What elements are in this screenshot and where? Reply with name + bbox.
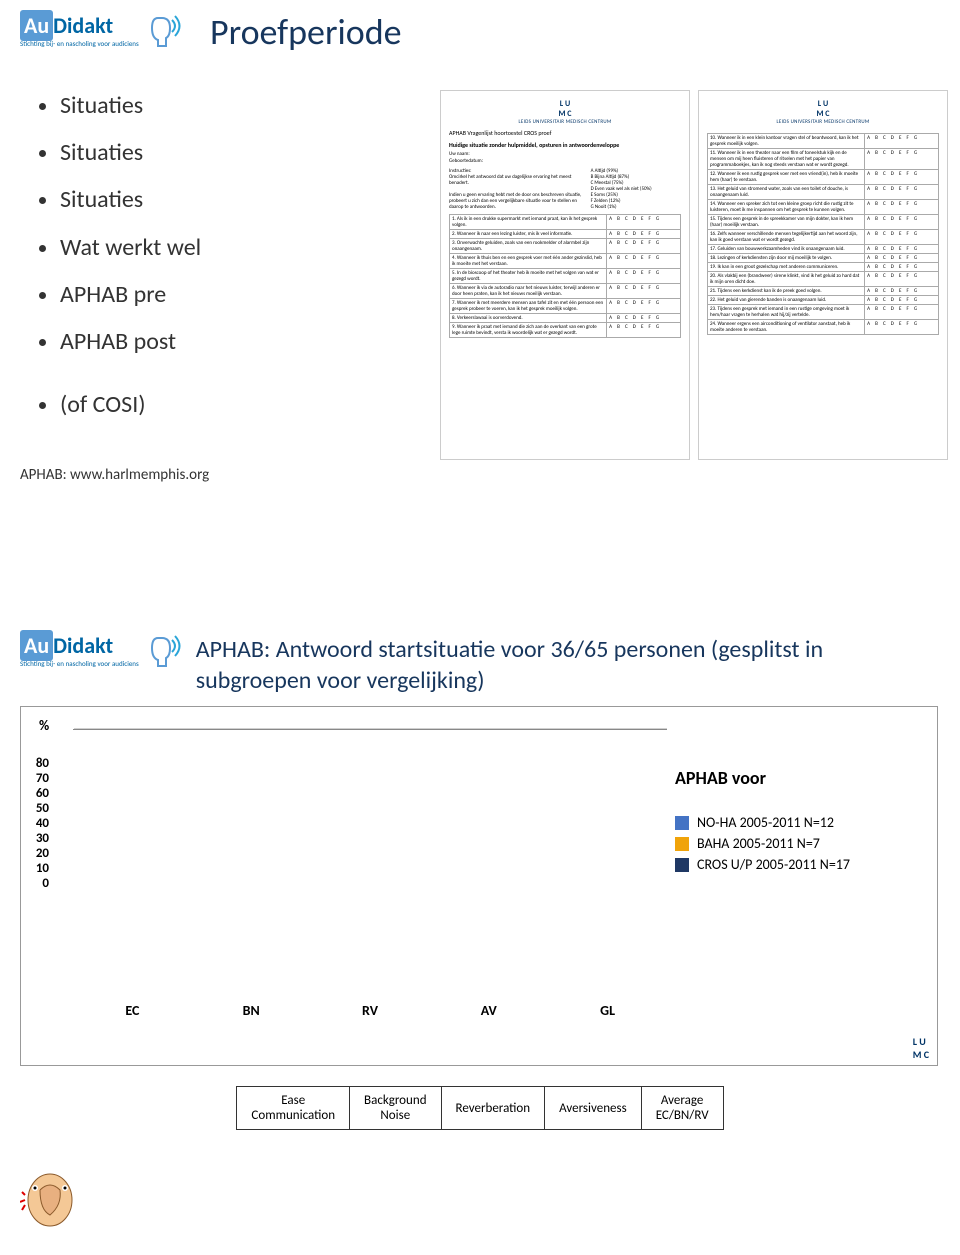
q-scale: A B C D E F G (607, 284, 681, 299)
x-axis-labels: ECBNRVAVGL (73, 1002, 667, 1019)
q-item: 9. Wanneer ik praat met iemand die zich … (450, 323, 607, 338)
q-item: 17. Geluiden van bouwwerkzaamheden vind … (708, 245, 865, 254)
q-scale: A B C D E F G (865, 134, 939, 149)
q-scale: A B C D E F G (865, 296, 939, 305)
q-scale: A B C D E F G (607, 269, 681, 284)
q-scale: A B C D E F G (607, 254, 681, 269)
logo-text: AuDidakt Stichting bij- en nascholing vo… (20, 632, 139, 668)
logo-text: AuDidakt Stichting bij- en nascholing vo… (20, 12, 139, 48)
q-item: 15. Tijdens een gesprek in de spreekkame… (708, 215, 865, 230)
def-cell: AverageEC/BN/RV (641, 1087, 723, 1130)
q-item: 3. Onverwachte geluiden, zoals van een r… (450, 239, 607, 254)
q-item: 10. Wanneer ik in een klein kantoor vrag… (708, 134, 865, 149)
q-item: 11. Wanneer ik in een theater naar een f… (708, 149, 865, 170)
q-item: 1. Als ik in een drukke supermarkt met i… (450, 215, 607, 230)
lumc-logo: L U M C (449, 99, 681, 119)
q-scale: A B C D E F G (865, 185, 939, 200)
q-scale: A B C D E F G (865, 287, 939, 296)
q-scale: A B C D E F G (865, 254, 939, 263)
def-cell: BackgroundNoise (350, 1087, 442, 1130)
gridline (74, 728, 667, 729)
q-item: 22. Het geluid van gierende banden is on… (708, 296, 865, 305)
q-scale: A B C D E F G (607, 323, 681, 338)
q-item: 8. Verkeerslawaai is oorverdovend. (450, 314, 607, 323)
q-scale: A B C D E F G (865, 245, 939, 254)
questionnaire-page-1: L U M C LEIDS UNIVERSITAIR MEDISCH CENTR… (440, 90, 690, 460)
legend-label: CROS U/P 2005-2011 N=17 (697, 856, 850, 873)
legend-item: CROS U/P 2005-2011 N=17 (675, 856, 925, 873)
legend-item: NO-HA 2005-2011 N=12 (675, 814, 925, 831)
chart-title: APHAB voor (675, 767, 925, 789)
def-cell: Aversiveness (545, 1087, 642, 1130)
legend-label: NO-HA 2005-2011 N=12 (697, 814, 834, 831)
def-cell: Reverberation (441, 1087, 545, 1130)
questionnaire-table-1: 1. Als ik in een drukke supermarkt met i… (449, 214, 681, 338)
q-item: 16. Zelfs wanneer verschillende mensen t… (708, 230, 865, 245)
y-axis-label: % (39, 717, 73, 734)
q-scale: A B C D E F G (607, 230, 681, 239)
slide-proefperiode: AuDidakt Stichting bij- en nascholing vo… (0, 0, 960, 600)
q-item: 20. Als vlakbij een (brandweer) sirene k… (708, 272, 865, 287)
chart-legend: APHAB voor NO-HA 2005-2011 N=12 BAHA 2005… (675, 767, 925, 877)
q-scale: A B C D E F G (865, 320, 939, 335)
legend-swatch (675, 816, 689, 830)
q-item: 2. Wanneer ik naar een lezing luister, m… (450, 230, 607, 239)
y-axis-ticks: 80706050403020100 (21, 734, 55, 925)
q-scale: A B C D E F G (865, 149, 939, 170)
q-scale: A B C D E F G (865, 230, 939, 245)
q-item: 18. Lezingen of kerkdiensten zijn door m… (708, 254, 865, 263)
slide-chart: AuDidakt Stichting bij- en nascholing vo… (0, 600, 960, 1150)
q-item: 19. Ik kan in een groot gezelschap met a… (708, 263, 865, 272)
q-scale: A B C D E F G (607, 314, 681, 323)
q-scale: A B C D E F G (865, 305, 939, 320)
questionnaire-table-2: 10. Wanneer ik in een klein kantoor vrag… (707, 133, 939, 335)
q-scale: A B C D E F G (607, 239, 681, 254)
legend-swatch (675, 837, 689, 851)
def-cell: EaseCommunication (237, 1087, 350, 1130)
lumc-logo: L U M C (707, 99, 939, 119)
q-item: 5. In de bioscoop of het theater heb ik … (450, 269, 607, 284)
questionnaire-thumbnails: L U M C LEIDS UNIVERSITAIR MEDISCH CENTR… (440, 90, 948, 460)
q-item: 23. Tijdens een gesprek met iemand in ee… (708, 305, 865, 320)
plot-area (73, 729, 667, 730)
head-waves-icon (144, 630, 184, 670)
logo-sub: Stichting bij- en nascholing voor audici… (20, 659, 139, 668)
q-item: 14. Wanneer een spreker zich tot een kle… (708, 200, 865, 215)
q-item: 7. Wanneer ik met meerdere mensen aan ta… (450, 299, 607, 314)
q-scale: A B C D E F G (865, 263, 939, 272)
q-scale: A B C D E F G (865, 215, 939, 230)
x-label: AV (429, 1002, 548, 1019)
q-scale: A B C D E F G (607, 215, 681, 230)
legend-item: BAHA 2005-2011 N=7 (675, 835, 925, 852)
q-item: 24. Wanneer ergens een airconditioning o… (708, 320, 865, 335)
footnote: APHAB: www.harlmemphis.org (20, 466, 940, 484)
head-waves-icon (144, 10, 184, 50)
definition-table: EaseCommunication BackgroundNoise Reverb… (236, 1086, 723, 1130)
x-label: GL (548, 1002, 667, 1019)
q-scale: A B C D E F G (865, 200, 939, 215)
q-item: 21. Tijdens een kerkdienst kan ik de pre… (708, 287, 865, 296)
logo-sub: Stichting bij- en nascholing voor audici… (20, 39, 139, 48)
slide-title: Proefperiode (210, 10, 940, 54)
x-label: BN (192, 1002, 311, 1019)
x-label: EC (73, 1002, 192, 1019)
x-label: RV (311, 1002, 430, 1019)
lumc-corner-logo: L U M C (913, 1035, 929, 1061)
q-item: 13. Het geluid van stromend water, zoals… (708, 185, 865, 200)
q-scale: A B C D E F G (607, 299, 681, 314)
questionnaire-page-2: L U M C LEIDS UNIVERSITAIR MEDISCH CENTR… (698, 90, 948, 460)
chart-subtitle: APHAB: Antwoord startsituatie voor 36/65… (196, 634, 940, 696)
bar-chart: % 80706050403020100 ECBNRVAVGL APHAB voo… (20, 706, 938, 1066)
legend-swatch (675, 858, 689, 872)
q-item: 12. Wanneer ik een rustig gesprek voer m… (708, 170, 865, 185)
q-scale: A B C D E F G (865, 272, 939, 287)
q-scale: A B C D E F G (865, 170, 939, 185)
q-item: 6. Wanneer ik via de autoradio naar het … (450, 284, 607, 299)
logo: AuDidakt Stichting bij- en nascholing vo… (20, 630, 184, 670)
legend-label: BAHA 2005-2011 N=7 (697, 835, 820, 852)
ear-cartoon-icon (20, 1170, 80, 1230)
q-item: 4. Wanneer ik thuis ben en een gesprek v… (450, 254, 607, 269)
